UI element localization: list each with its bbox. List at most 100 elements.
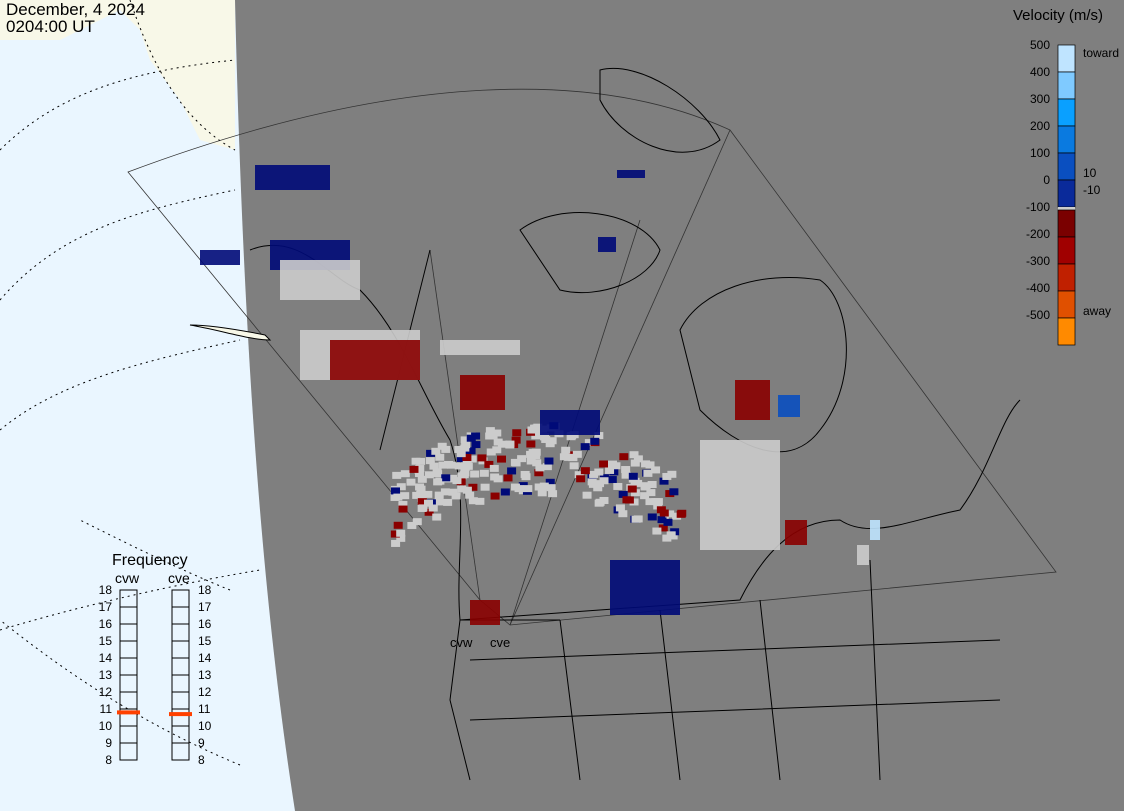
scatter-cell bbox=[391, 539, 401, 547]
scatter-cell bbox=[539, 482, 549, 490]
scatter-cell bbox=[531, 448, 541, 456]
frequency-box-cve bbox=[171, 589, 190, 608]
scatter-cell bbox=[392, 471, 402, 479]
scatter-cell bbox=[463, 462, 473, 470]
scatter-cell bbox=[510, 458, 520, 466]
scatter-cell bbox=[416, 485, 426, 493]
scatter-cell bbox=[665, 510, 675, 518]
scatter-cell bbox=[200, 250, 240, 265]
scatter-cell bbox=[641, 460, 651, 468]
toward-label: toward bbox=[1083, 46, 1119, 60]
colorbar-tick: 400 bbox=[1030, 65, 1050, 79]
colorbar-segment bbox=[1057, 209, 1076, 238]
scatter-cell bbox=[526, 440, 536, 448]
scatter-cell bbox=[460, 444, 470, 452]
scatter-cell bbox=[534, 483, 544, 491]
scatter-cell bbox=[617, 170, 645, 178]
scatter-cell bbox=[621, 471, 631, 479]
colorbar-tick: 500 bbox=[1030, 38, 1050, 52]
frequency-tick: 13 bbox=[198, 668, 212, 682]
frequency-tick: 13 bbox=[99, 668, 113, 682]
frequency-tick: 10 bbox=[198, 719, 212, 733]
scatter-cell bbox=[505, 440, 515, 448]
scatter-cell bbox=[465, 491, 475, 499]
scatter-cell bbox=[460, 375, 505, 410]
scatter-cell bbox=[672, 512, 682, 520]
scatter-cell bbox=[425, 457, 435, 465]
scatter-cell bbox=[466, 447, 476, 455]
scatter-cell bbox=[415, 465, 425, 473]
scatter-cell bbox=[485, 427, 495, 435]
colorbar-segment bbox=[1057, 179, 1076, 208]
frequency-tick: 11 bbox=[100, 702, 113, 716]
scatter-cell bbox=[545, 478, 555, 486]
scatter-cell bbox=[446, 461, 456, 469]
scatter-cell bbox=[416, 457, 426, 465]
colorbar-tick: 0 bbox=[1043, 173, 1050, 187]
scatter-cell bbox=[462, 453, 472, 461]
scatter-cell bbox=[666, 531, 676, 539]
scatter-cell bbox=[409, 465, 419, 473]
scatter-cell bbox=[659, 477, 669, 485]
frequency-tick: 15 bbox=[198, 634, 212, 648]
scatter-cell bbox=[663, 518, 673, 526]
scatter-cell bbox=[569, 462, 579, 470]
frequency-tick: 9 bbox=[198, 736, 205, 750]
scatter-cell bbox=[451, 492, 461, 500]
scatter-cell bbox=[659, 509, 669, 517]
scatter-cell bbox=[778, 395, 800, 417]
scatter-cell bbox=[471, 432, 481, 440]
scatter-cell bbox=[619, 453, 629, 461]
scatter-cell bbox=[393, 521, 403, 529]
frequency-tick: 9 bbox=[105, 736, 112, 750]
scatter-cell bbox=[640, 492, 650, 500]
scatter-cell bbox=[629, 451, 639, 459]
frequency-tick: 8 bbox=[105, 753, 112, 767]
frequency-box-cve bbox=[171, 742, 190, 761]
scatter-cell bbox=[580, 467, 590, 475]
scatter-cell bbox=[456, 455, 466, 463]
scatter-cell bbox=[398, 500, 408, 508]
scatter-cell bbox=[490, 492, 500, 500]
scatter-cell bbox=[417, 475, 427, 483]
scatter-cell bbox=[534, 469, 544, 477]
colorbar-segment bbox=[1057, 263, 1076, 292]
scatter-cell bbox=[535, 464, 545, 472]
colorbar-segment bbox=[1057, 71, 1076, 100]
scatter-cell bbox=[652, 527, 662, 535]
scatter-cell bbox=[523, 485, 533, 493]
scatter-cell bbox=[440, 340, 520, 355]
frequency-tick: 16 bbox=[99, 617, 113, 631]
frequency-panel: Frequency cvw cve 18 18 17 17 16 16 15 15 14 14 13… bbox=[99, 552, 212, 767]
scatter-cell bbox=[647, 513, 657, 521]
scatter-cell bbox=[561, 446, 571, 454]
scatter-cell bbox=[507, 467, 517, 475]
colorbar-gray-segment bbox=[1058, 207, 1075, 210]
scatter-cell bbox=[441, 445, 451, 453]
scatter-cell bbox=[643, 469, 653, 477]
frequency-box-cve bbox=[171, 674, 190, 693]
scatter-cell bbox=[537, 489, 547, 497]
scatter-cell bbox=[628, 472, 638, 480]
scatter-cell bbox=[651, 498, 661, 506]
scatter-cell bbox=[608, 460, 618, 468]
scatter-cell bbox=[424, 508, 434, 516]
frequency-marker-cve bbox=[169, 712, 192, 717]
scatter-cell bbox=[457, 485, 467, 493]
scatter-cell bbox=[700, 440, 780, 550]
scatter-cell bbox=[598, 237, 616, 252]
scatter-cell bbox=[492, 446, 502, 454]
scatter-cell bbox=[424, 499, 434, 507]
frequency-box-cvw bbox=[119, 640, 138, 659]
scatter-cell bbox=[497, 440, 507, 448]
frequency-tick: 10 bbox=[99, 719, 113, 733]
scatter-cell bbox=[418, 504, 428, 512]
scatter-cell bbox=[669, 488, 679, 496]
frequency-box-cvw bbox=[119, 589, 138, 608]
colorbar-segment bbox=[1057, 290, 1076, 319]
scatter-cell bbox=[462, 486, 472, 494]
colorbar-segment bbox=[1057, 152, 1076, 181]
scatter-cell bbox=[530, 424, 540, 432]
scatter-cell bbox=[412, 518, 422, 526]
